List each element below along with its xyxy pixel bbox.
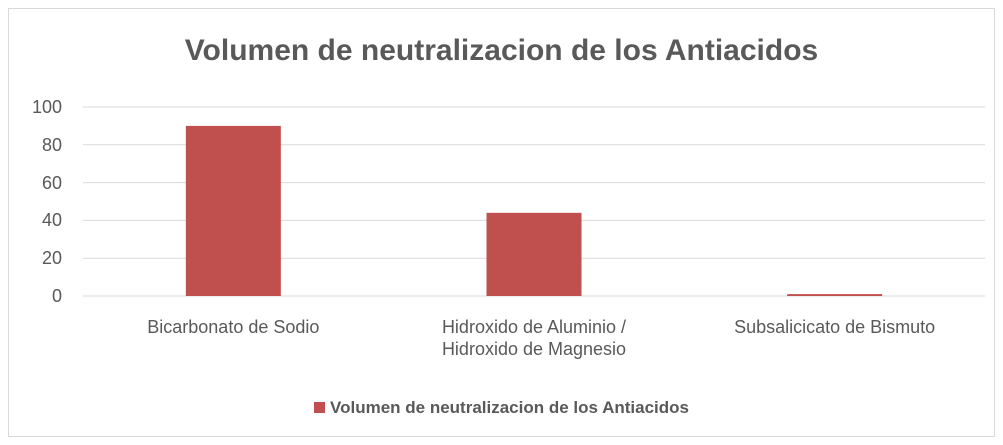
- legend-label: Volumen de neutralizacion de los Antiaci…: [330, 398, 689, 417]
- bar: [787, 294, 883, 296]
- bar: [185, 125, 281, 297]
- y-tick-label: 40: [41, 210, 62, 231]
- x-tick-label: Subsalicicato de Bismuto: [734, 317, 936, 337]
- x-tick-label: Bicarbonato de Sodio: [147, 317, 320, 337]
- legend: Volumen de neutralizacion de los Antiaci…: [0, 398, 1003, 418]
- legend-swatch: [314, 402, 326, 413]
- x-tick-label: Hidroxido de Aluminio / Hidroxido de Mag…: [441, 317, 627, 359]
- y-tick-label: 20: [41, 248, 62, 269]
- bar: [486, 212, 582, 296]
- y-tick-label: 60: [41, 172, 62, 193]
- y-tick-label: 100: [31, 97, 62, 117]
- y-tick-label: 0: [51, 286, 62, 306]
- y-tick-label: 80: [41, 134, 62, 155]
- chart-title: Volumen de neutralizacion de los Antiaci…: [184, 34, 819, 67]
